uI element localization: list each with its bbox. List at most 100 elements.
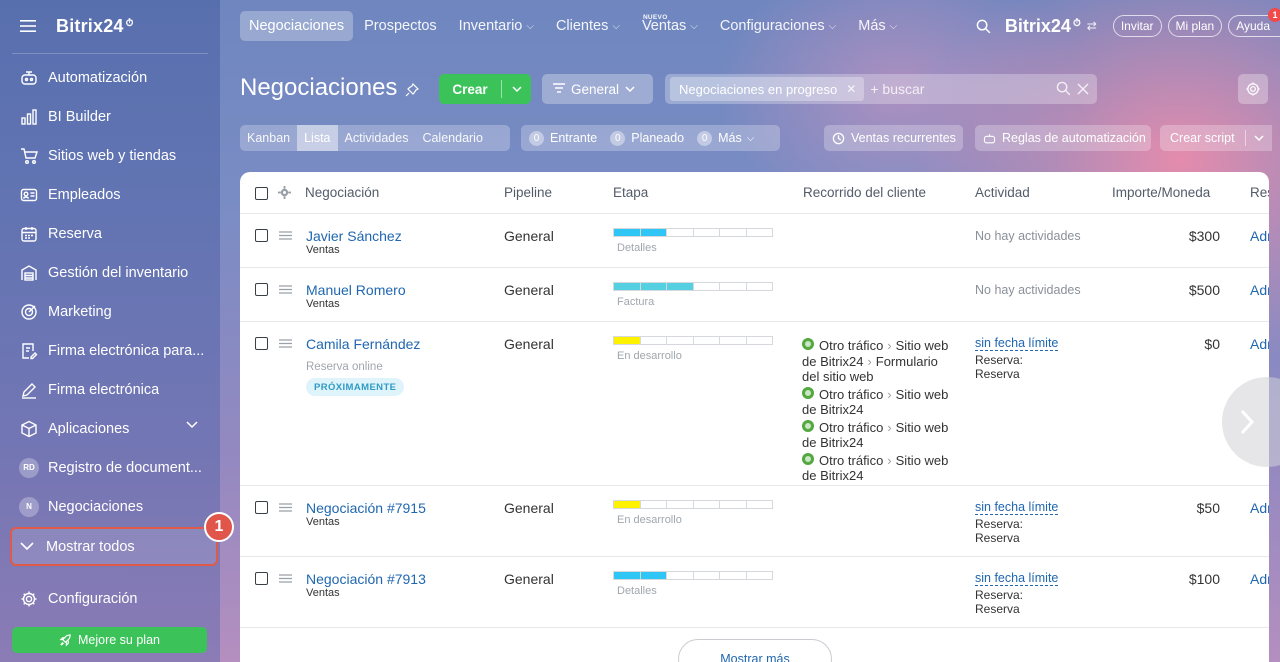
divider [12, 53, 208, 54]
responsible-link[interactable]: Adr [1250, 336, 1269, 352]
counter-planeado[interactable]: 0 Planeado [610, 130, 684, 146]
help-button[interactable]: Ayuda 1 [1228, 8, 1280, 37]
filter-search-bar[interactable]: Negociaciones en progreso ✕ + buscar [665, 74, 1097, 104]
search-input[interactable]: + buscar [870, 81, 925, 97]
table-row[interactable]: Negociación #7915 Ventas General En desa… [240, 486, 1269, 557]
sidebar-item-automatizacion[interactable]: Automatización [0, 58, 220, 97]
sidebar-item-bi-builder[interactable]: BI Builder [0, 97, 220, 136]
responsible-link[interactable]: Adr [1250, 228, 1269, 244]
sidebar-item-sitios[interactable]: Sitios web y tiendas [0, 136, 220, 175]
drag-handle-icon[interactable] [279, 574, 292, 583]
tab-prospectos[interactable]: Prospectos [364, 18, 437, 34]
drag-handle-icon[interactable] [279, 339, 292, 348]
column-header[interactable]: Importe/Moneda [1112, 185, 1211, 200]
settings-button[interactable] [1238, 74, 1268, 104]
chevron-down-icon[interactable] [186, 421, 198, 429]
stage-bar[interactable] [613, 336, 773, 345]
sidebar-logo[interactable]: Bitrix24 ⏱ [56, 15, 134, 36]
row-checkbox[interactable] [255, 572, 268, 585]
row-checkbox[interactable] [255, 337, 268, 350]
chevron-down-icon[interactable] [1254, 135, 1264, 141]
select-all-checkbox[interactable] [255, 187, 268, 200]
column-header[interactable]: Res [1250, 185, 1269, 200]
row-checkbox[interactable] [255, 283, 268, 296]
counter-entrante[interactable]: 0 Entrante [529, 130, 597, 146]
close-icon[interactable]: ✕ [846, 82, 857, 96]
stage-bar[interactable] [613, 228, 773, 237]
drag-handle-icon[interactable] [279, 231, 292, 240]
counter-mas[interactable]: 0 Más ⌵ [697, 130, 754, 146]
sidebar-item-configuracion[interactable]: Configuración [0, 579, 137, 618]
column-header[interactable]: Actividad [975, 185, 1030, 200]
drag-handle-icon[interactable] [279, 503, 292, 512]
deadline-link[interactable]: sin fecha límite [975, 336, 1059, 351]
sidebar-item-empleados[interactable]: Empleados [0, 175, 220, 214]
deadline-link[interactable]: sin fecha límite [975, 500, 1059, 515]
sidebar-item-firma[interactable]: Firma electrónica [0, 370, 220, 409]
table-row[interactable]: Camila Fernández Reserva online PRÓXIMAM… [240, 322, 1269, 486]
create-button[interactable]: Crear [439, 74, 531, 104]
drag-handle-icon[interactable] [279, 285, 292, 294]
deal-link[interactable]: Negociación #7913 [306, 571, 426, 587]
automation-rules-button[interactable]: Reglas de automatización [975, 125, 1151, 151]
search-icon[interactable] [976, 19, 991, 34]
row-checkbox[interactable] [255, 229, 268, 242]
my-plan-button[interactable]: Mi plan [1167, 15, 1223, 37]
column-header[interactable]: Pipeline [504, 185, 553, 200]
chevron-down-icon[interactable] [502, 86, 531, 92]
show-more-button[interactable]: Mostrar más [678, 639, 832, 662]
view-lista[interactable]: Lista [297, 125, 338, 151]
view-calendario[interactable]: Calendario [422, 131, 483, 145]
deadline-link[interactable]: sin fecha límite [975, 571, 1059, 586]
row-checkbox[interactable] [255, 501, 268, 514]
column-header[interactable]: Negociación [305, 185, 380, 200]
stage-bar[interactable] [613, 500, 773, 509]
column-header[interactable]: Recorrido del cliente [803, 185, 927, 200]
tab-mas[interactable]: Más ⌵ [858, 18, 898, 34]
sidebar-item-reserva[interactable]: Reserva [0, 214, 220, 253]
deal-link[interactable]: Camila Fernández [306, 336, 421, 352]
close-icon[interactable] [1077, 82, 1089, 95]
tab-ventas[interactable]: NUEVO Ventas ⌵ [641, 14, 698, 34]
sidebar-item-registro[interactable]: RD Registro de document... [0, 448, 220, 487]
search-icon[interactable] [1056, 81, 1071, 96]
sidebar-item-marketing[interactable]: Marketing [0, 292, 220, 331]
sidebar-item-firma-para[interactable]: Firma electrónica para... [0, 331, 220, 370]
pipeline-select[interactable]: General [542, 74, 653, 104]
toggle-icon[interactable]: ⇄ [1086, 19, 1097, 33]
pin-icon[interactable] [405, 83, 420, 97]
menu-icon[interactable] [0, 20, 56, 32]
top-logo[interactable]: Bitrix24 ⏱ [1004, 15, 1081, 36]
view-actividades[interactable]: Actividades [344, 131, 409, 145]
create-script-button[interactable]: Crear script [1160, 125, 1272, 151]
filter-chip[interactable]: Negociaciones en progreso ✕ [670, 77, 865, 101]
sidebar-item-inventario[interactable]: Gestión del inventario [0, 253, 220, 292]
table-row[interactable]: Javier Sánchez Ventas General Detalles N… [240, 214, 1269, 268]
deal-link[interactable]: Negociación #7915 [306, 500, 426, 516]
amount-value: $300 [1188, 228, 1220, 244]
invite-button[interactable]: Invitar [1112, 15, 1162, 37]
tab-inventario[interactable]: Inventario ⌵ [458, 18, 534, 34]
gear-icon[interactable] [278, 186, 291, 199]
view-kanban[interactable]: Kanban [247, 131, 291, 145]
tab-clientes[interactable]: Clientes ⌵ [555, 18, 620, 34]
sidebar-item-aplicaciones[interactable]: Aplicaciones [0, 409, 220, 448]
table-row[interactable]: Manuel Romero Ventas General Factura No … [240, 268, 1269, 322]
responsible-link[interactable]: Adr [1250, 500, 1269, 516]
tab-negociaciones[interactable]: Negociaciones [240, 11, 354, 41]
tab-configuraciones[interactable]: Configuraciones ⌵ [719, 18, 837, 34]
deal-link[interactable]: Javier Sánchez [306, 228, 402, 244]
activity-text: No hay actividades [975, 283, 1081, 297]
responsible-link[interactable]: Adr [1250, 571, 1269, 587]
upgrade-plan-button[interactable]: Mejore su plan [12, 627, 207, 653]
stage-bar[interactable] [613, 571, 773, 580]
deal-link[interactable]: Manuel Romero [306, 282, 406, 298]
table-row[interactable]: Negociación #7913 Ventas General Detalle… [240, 557, 1269, 628]
sidebar-item-negociaciones[interactable]: N Negociaciones [0, 487, 220, 526]
stage-bar[interactable] [613, 282, 773, 291]
avatar: RD [19, 457, 39, 478]
column-header[interactable]: Etapa [613, 185, 649, 200]
recurring-sales-button[interactable]: Ventas recurrentes [824, 125, 963, 151]
show-all-button[interactable]: Mostrar todos [10, 527, 218, 566]
responsible-link[interactable]: Adr [1250, 282, 1269, 298]
